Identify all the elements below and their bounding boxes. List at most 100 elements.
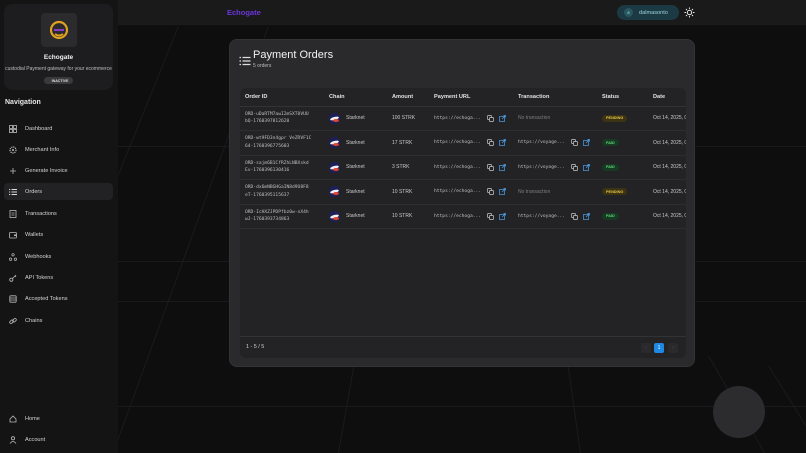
wallet-icon [8, 230, 18, 240]
order-date: Oct 14, 2025, 0 [648, 155, 686, 180]
sidebar-item-webhooks[interactable]: Webhooks [4, 248, 113, 265]
table-row[interactable]: ORD-dx6mNBGHGaIN8d9O8F8 eT-1760395115637 … [240, 179, 686, 205]
avatar: 8 [624, 8, 633, 17]
page-1-button[interactable]: 1 [654, 343, 664, 353]
order-id: ORD-sajm6B1CfRZhLNBXskd Ev-1760396130416 [245, 160, 309, 174]
link-icon [8, 316, 18, 326]
copy-icon[interactable] [570, 163, 578, 171]
sidebar-item-label: Wallets [25, 231, 44, 238]
status-badge: PAID [602, 212, 619, 220]
column-header-payment-url[interactable]: Payment URL [429, 88, 513, 107]
sidebar-item-label: Webhooks [25, 253, 52, 260]
transaction-url: https://voyage... [518, 164, 566, 170]
sidebar-item-account[interactable]: Account [4, 431, 113, 448]
sidebar-item-label: Transactions [25, 210, 57, 217]
copy-icon[interactable] [570, 139, 578, 147]
sidebar-item-home[interactable]: Home [4, 410, 113, 427]
column-header-amount[interactable]: Amount [387, 88, 429, 107]
starknet-logo-icon [329, 161, 340, 173]
transaction-empty: No transaction [518, 188, 551, 195]
brand-name: Echogate [43, 54, 74, 61]
copy-icon[interactable] [486, 212, 494, 220]
order-date: Oct 14, 2025, 0 [648, 106, 686, 131]
copy-icon[interactable] [486, 163, 494, 171]
sun-icon [684, 7, 695, 18]
brand-card: Echogate custodial Payment gateway for y… [4, 4, 113, 90]
sidebar-item-label: Dashboard [25, 125, 53, 132]
sidebar-item-transactions[interactable]: Transactions [4, 205, 113, 222]
external-link-icon[interactable] [498, 139, 506, 147]
sidebar-item-orders[interactable]: Orders [4, 183, 113, 200]
theme-toggle-button[interactable] [683, 6, 696, 19]
amount: 100 STRK [387, 106, 429, 131]
chain-name: Starknet [346, 164, 365, 171]
starknet-logo-icon [329, 112, 340, 124]
column-header-order-id[interactable]: Order ID [240, 88, 324, 107]
transaction-empty: No transaction [518, 115, 551, 122]
gear-icon [8, 145, 18, 155]
external-link-icon[interactable] [582, 139, 590, 147]
copy-icon[interactable] [486, 139, 494, 147]
dashboard-icon [8, 124, 18, 134]
chain-name: Starknet [346, 139, 365, 146]
payment-url: https://echoga... [434, 164, 482, 170]
external-link-icon[interactable] [498, 114, 506, 122]
database-icon [8, 294, 18, 304]
app-title[interactable]: Echogate [227, 8, 261, 17]
column-header-chain[interactable]: Chain [324, 88, 387, 107]
page-title: Payment Orders [253, 49, 334, 61]
sidebar-item-label: Chains [25, 317, 43, 324]
table-row[interactable]: ORD-wt9FD3n4gpr VeZRVF1C 64-1760396775603… [240, 130, 686, 156]
order-id: ORD-wt9FD3n4gpr VeZRVF1C 64-1760396775603 [245, 136, 312, 149]
sidebar-item-label: API Tokens [25, 274, 54, 281]
panel-header: Payment Orders 5 orders [239, 49, 333, 69]
external-link-icon[interactable] [498, 212, 506, 220]
orders-table-card: Order ID Chain Amount Payment URL Transa… [240, 88, 686, 358]
plus-icon [8, 166, 18, 176]
status-badge: PAID [602, 163, 619, 171]
column-header-transaction[interactable]: Transaction [513, 88, 597, 107]
external-link-icon[interactable] [498, 163, 506, 171]
copy-icon[interactable] [486, 114, 494, 122]
payment-url: https://echoga... [434, 140, 482, 145]
status-badge: INACTIVE [43, 77, 74, 84]
column-header-status[interactable]: Status [597, 88, 648, 107]
sidebar-item-dashboard[interactable]: Dashboard [4, 120, 113, 137]
webhook-icon [8, 252, 18, 262]
transaction-url: https://voyage... [518, 213, 566, 219]
sidebar-item-api-tokens[interactable]: API Tokens [4, 269, 113, 286]
copy-icon[interactable] [486, 188, 494, 196]
table-row[interactable]: ORD-uDaRTM7awI2mSXT0VUU bQ-1760397812620 … [240, 106, 686, 131]
chain-name: Starknet [346, 115, 365, 122]
sidebar: Echogate custodial Payment gateway for y… [0, 0, 118, 453]
external-link-icon[interactable] [498, 188, 506, 196]
username: dalmasonto [639, 9, 668, 16]
sidebar-item-accepted-tokens[interactable]: Accepted Tokens [4, 290, 113, 307]
status-badge: PENDING [602, 114, 628, 122]
brand-description: custodial Payment gateway for your ecomm… [5, 66, 112, 72]
sidebar-item-merchant-info[interactable]: Merchant Info [4, 141, 113, 158]
sidebar-item-label: Generate Invoice [25, 167, 68, 174]
sidebar-item-label: Accepted Tokens [25, 295, 68, 302]
user-menu-button[interactable]: 8 dalmasonto [617, 5, 679, 20]
starknet-logo-icon [329, 137, 340, 149]
column-header-date[interactable]: Date [648, 88, 686, 107]
receipt-icon [8, 209, 18, 219]
copy-icon[interactable] [570, 212, 578, 220]
amount: 3 STRK [387, 155, 429, 180]
sidebar-item-chains[interactable]: Chains [4, 312, 113, 329]
amount: 10 STRK [387, 179, 429, 205]
starknet-logo-icon [329, 186, 340, 198]
floating-action-button[interactable] [713, 386, 765, 438]
sidebar-item-generate-invoice[interactable]: Generate Invoice [4, 162, 113, 179]
table-header-row: Order ID Chain Amount Payment URL Transa… [240, 88, 686, 107]
previous-page-button[interactable]: ‹ [641, 343, 651, 353]
table-row[interactable]: ORD-IcHXZJPDPfbz0w-nX4h wJ-1760393734863 … [240, 204, 686, 229]
chain-name: Starknet [346, 213, 365, 220]
next-page-button[interactable]: › [668, 343, 678, 353]
external-link-icon[interactable] [582, 212, 590, 220]
sidebar-item-label: Orders [25, 188, 43, 195]
sidebar-item-wallets[interactable]: Wallets [4, 226, 113, 243]
external-link-icon[interactable] [582, 163, 590, 171]
table-row[interactable]: ORD-sajm6B1CfRZhLNBXskd Ev-1760396130416 … [240, 155, 686, 180]
